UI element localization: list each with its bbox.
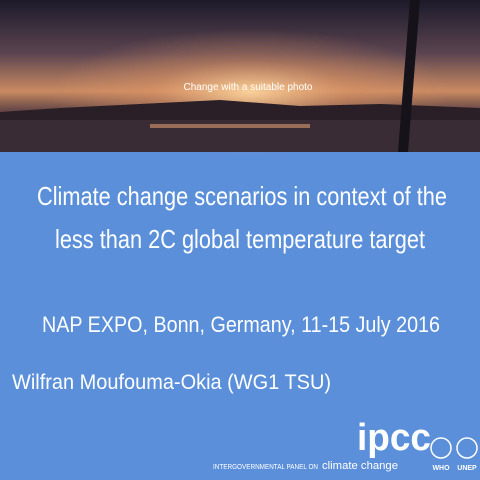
tagline-prefix: INTERGOVERNMENTAL PANEL ON [213, 464, 318, 471]
who-label: WHO [432, 465, 450, 472]
photo-reflection [150, 124, 310, 128]
ipcc-logo: ipcc [357, 417, 431, 459]
unep-emblem [456, 437, 478, 459]
title-line: Climate change scenarios in context of t… [37, 181, 447, 211]
title-line: less than 2C global temperature target [55, 224, 426, 254]
who-emblem [430, 437, 452, 459]
author: Wilfran Moufouma-Okia (WG1 TSU) [12, 371, 331, 394]
photo-hills [0, 100, 480, 120]
unep-label: UNEP [457, 465, 477, 472]
unep-logo: UNEP [456, 437, 478, 472]
who-logo: WHO [430, 437, 452, 472]
photo-caption: Change with a suitable photo [184, 82, 313, 93]
photo-tree [398, 0, 420, 152]
event: NAP EXPO, Bonn, Germany, 11-15 July 2016 [42, 312, 440, 337]
tagline-main: climate change [322, 460, 398, 472]
photo: Change with a suitable photo [0, 0, 480, 155]
